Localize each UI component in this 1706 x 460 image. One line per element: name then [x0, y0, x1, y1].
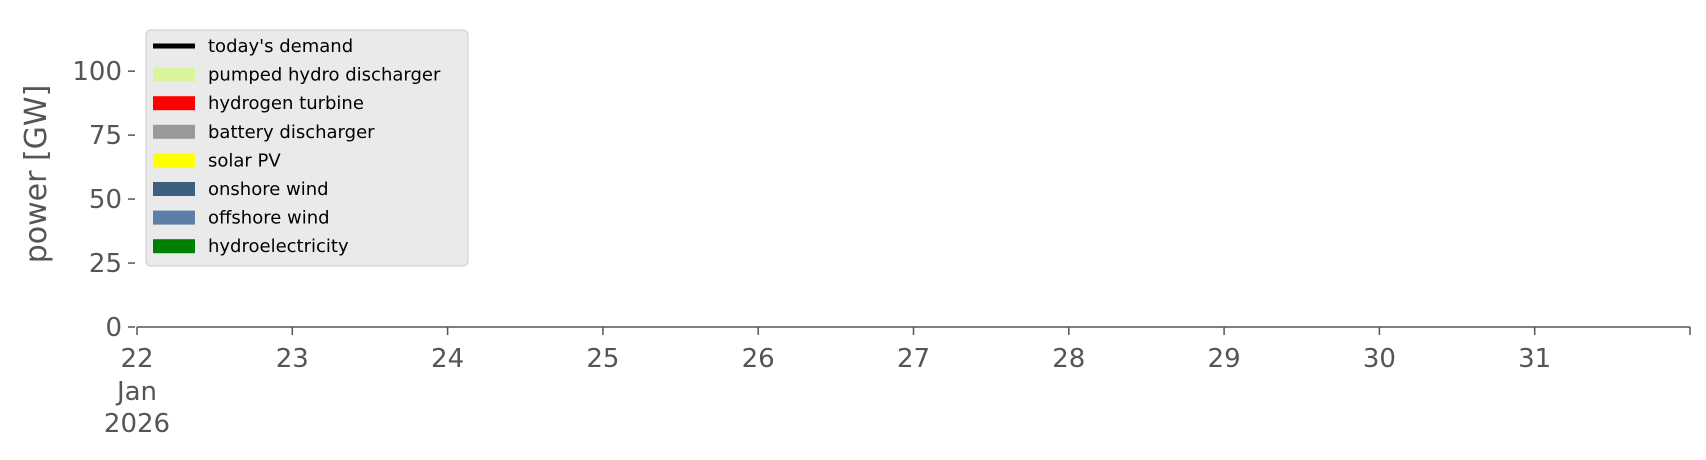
x-tick-label: 25 — [586, 344, 619, 374]
x-tick-label: 27 — [897, 344, 930, 374]
x-tick-label: 30 — [1363, 344, 1396, 374]
y-tick-label: 100 — [72, 57, 122, 87]
legend-label-hydroelectricity: hydroelectricity — [208, 236, 349, 257]
x-tick-label-extra: Jan — [115, 377, 157, 407]
x-tick-label-extra: 2026 — [104, 409, 170, 439]
legend-swatch-pumped-hydro-discharger — [153, 67, 195, 82]
x-tick-label: 22 — [120, 344, 153, 374]
x-tick-label: 23 — [276, 344, 309, 374]
legend-label-today-s-demand: today's demand — [208, 36, 353, 57]
legend-box — [145, 29, 469, 267]
x-tick-label: 28 — [1052, 344, 1085, 374]
x-tick-label: 26 — [742, 344, 775, 374]
legend-swatch-hydroelectricity — [153, 239, 195, 254]
x-tick-label: 29 — [1208, 344, 1241, 374]
y-axis-title: power [GW] — [19, 85, 54, 264]
legend-label-battery-discharger: battery discharger — [208, 122, 375, 143]
legend-swatch-onshore-wind — [153, 182, 195, 196]
legend-swatch-offshore-wind — [153, 210, 195, 225]
legend-label-onshore-wind: onshore wind — [208, 179, 329, 200]
legend-swatch-hydrogen-turbine — [153, 96, 195, 111]
legend: today's demand pumped hydro discharger hyd… — [145, 29, 469, 267]
y-tick-label: 25 — [89, 249, 122, 279]
y-tick-label: 50 — [89, 185, 122, 215]
legend-label-offshore-wind: offshore wind — [208, 208, 330, 229]
x-tick-label: 24 — [431, 344, 464, 374]
legend-swatch-solar-pv — [153, 153, 195, 168]
x-tick-label: 31 — [1518, 344, 1551, 374]
y-tick-label: 0 — [105, 313, 122, 343]
legend-label-hydrogen-turbine: hydrogen turbine — [208, 93, 364, 114]
legend-swatch-battery-discharger — [153, 124, 195, 139]
legend-label-pumped-hydro-discharger: pumped hydro discharger — [208, 65, 441, 86]
y-axis-ticks: 0 25 50 75 100 — [72, 57, 135, 343]
legend-label-solar-pv: solar PV — [208, 150, 281, 171]
y-tick-label: 75 — [89, 121, 122, 151]
